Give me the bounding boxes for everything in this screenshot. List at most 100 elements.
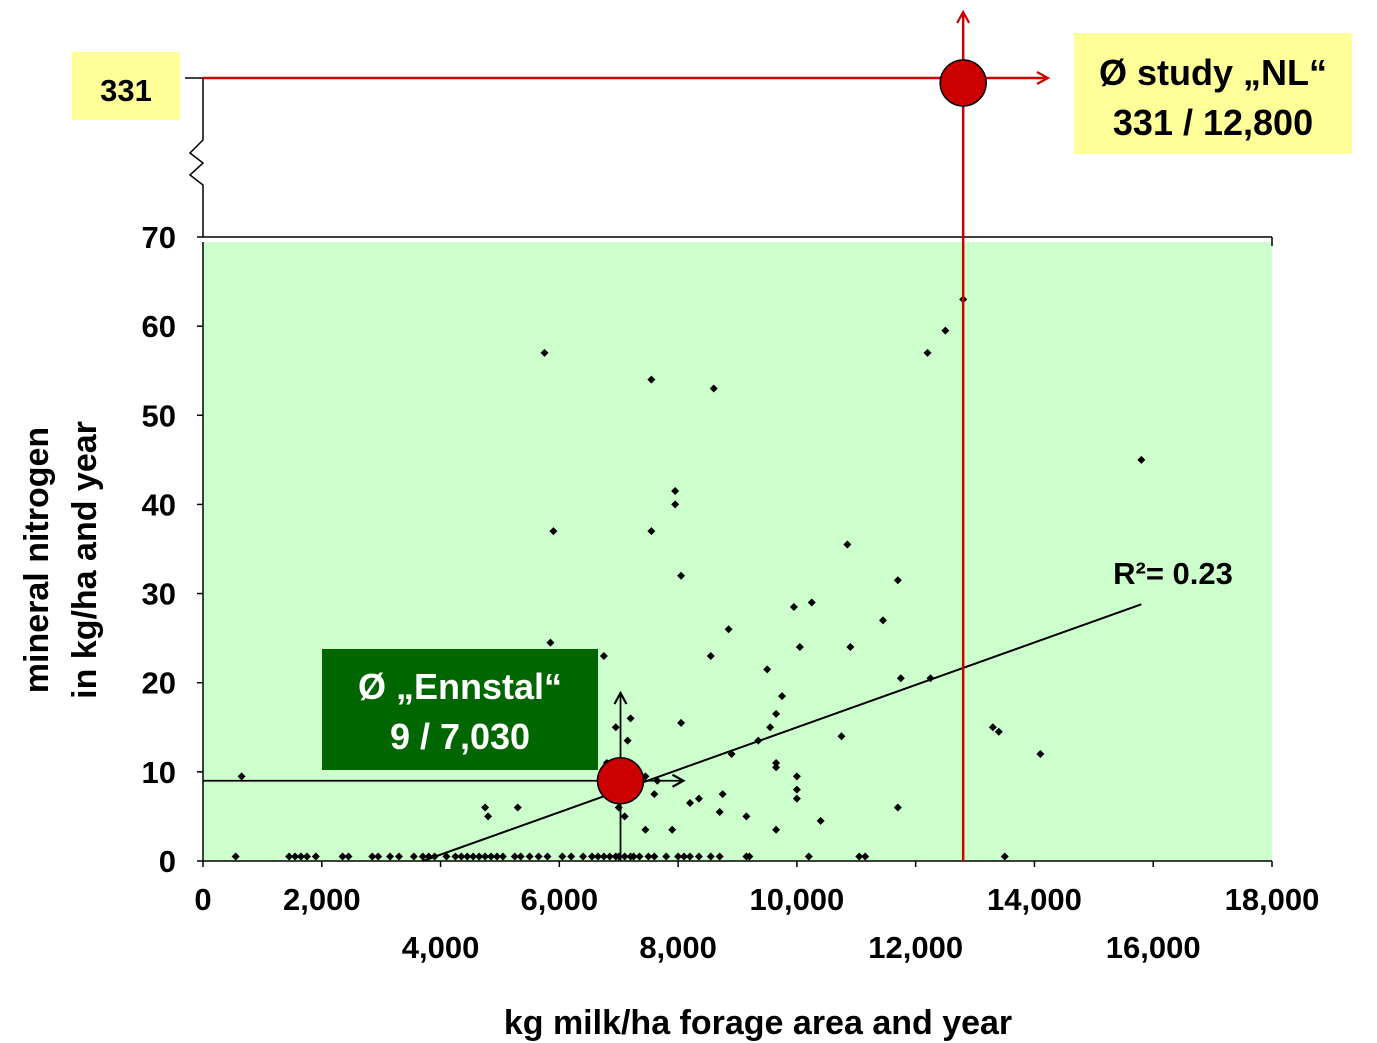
data-point [789,602,798,611]
data-point [1000,852,1009,861]
data-point [893,803,902,812]
data-point [650,790,659,799]
data-point [772,709,781,718]
data-point [861,852,870,861]
data-point [694,794,703,803]
data-point [587,852,596,861]
data-point [291,852,300,861]
data-point [1137,455,1146,464]
data-point [706,852,715,861]
data-point [237,772,246,781]
trendline-group: R²= 0.23 [422,556,1233,862]
x-tick-label: 8,000 [639,930,717,965]
data-point [677,718,686,727]
data-point [534,852,543,861]
data-point [409,852,418,861]
data-point [302,852,311,861]
y-break-label-box [72,52,180,120]
data-point [368,852,377,861]
data-point [567,852,576,861]
data-point [896,674,905,683]
data-point [487,852,496,861]
nl-box [1074,33,1352,154]
nl-marker [939,59,987,107]
data-point [677,571,686,580]
data-point [481,852,490,861]
data-point [418,852,427,861]
data-point [620,852,629,861]
data-point [724,625,733,634]
data-point [611,723,620,732]
data-point [546,638,555,647]
y-ticks: 0 10 20 30 40 50 60 70 [142,220,203,879]
y-tick-label: 30 [142,577,176,612]
x-tick-label: 2,000 [283,882,361,917]
data-point [685,799,694,808]
x-tick-label: 0 [194,882,211,917]
x-tick-label: 10,000 [749,882,844,917]
data-point [647,375,656,384]
y-axis-title: mineral nitrogen in kg/ha and year [18,421,104,699]
data-point [635,852,644,861]
data-point [644,852,653,861]
data-point [394,852,403,861]
y-tick-label: 40 [142,487,176,522]
data-point [457,852,466,861]
data-point [795,643,804,652]
x-axis-title: kg milk/ha forage area and year [504,1004,1012,1042]
data-point [766,723,775,732]
y-axis-title-line-1: mineral nitrogen [18,427,56,693]
y-tick-label: 20 [142,666,176,701]
trendline [422,603,1142,862]
data-point [718,790,727,799]
data-point [475,852,484,861]
data-point [772,763,781,772]
data-point [549,527,558,536]
y-tick-label: 70 [142,220,176,255]
data-point [671,487,680,496]
r-squared-label: R²= 0.23 [1113,556,1233,591]
data-point [685,852,694,861]
data-point [344,852,353,861]
ennstal-label-line-1: Ø „Ennstal“ [358,666,562,707]
data-point [484,812,493,821]
data-point [680,852,689,861]
data-point [763,665,772,674]
nl-label-line-1: Ø study „NL“ [1099,52,1327,93]
axes [185,77,1273,862]
data-point [525,852,534,861]
data-point [671,500,680,509]
nl-label-line-2: 331 / 12,800 [1113,102,1313,143]
x-tick-label: 18,000 [1225,882,1320,917]
data-point [599,852,608,861]
data-point [481,803,490,812]
y-tick-label: 0 [159,844,176,879]
data-point [1036,750,1045,759]
data-point [629,852,638,861]
data-point [641,825,650,834]
data-point [469,852,478,861]
y-tick-label: 10 [142,755,176,790]
data-point [715,807,724,816]
data-point [772,825,781,834]
data-point [374,852,383,861]
data-point [988,723,997,732]
data-point [941,326,950,335]
data-point [442,852,451,861]
data-point [558,852,567,861]
data-point [516,852,525,861]
data-point [620,812,629,821]
data-point [792,785,801,794]
data-point [451,852,460,861]
data-point [674,852,683,861]
data-point [579,852,588,861]
data-point [923,348,932,357]
data-point [994,727,1003,736]
data-point [772,758,781,767]
data-point [498,852,507,861]
data-point [311,852,320,861]
data-point [715,852,724,861]
data-point [843,540,852,549]
data-point [893,576,902,585]
